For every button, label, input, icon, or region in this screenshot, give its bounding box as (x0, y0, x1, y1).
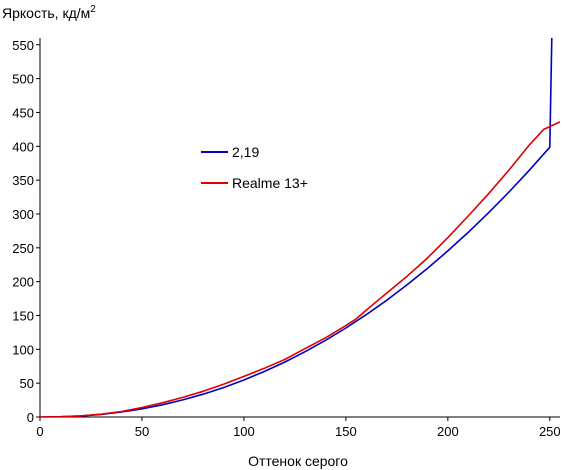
y-tick-label: 0 (27, 410, 34, 425)
y-tick-label: 50 (20, 376, 34, 391)
legend-label-2: Realme 13+ (232, 175, 308, 191)
y-tick-label: 100 (12, 342, 34, 357)
y-tick-label: 450 (12, 105, 34, 120)
x-tick-label: 100 (233, 424, 255, 439)
x-tick-label: 50 (135, 424, 149, 439)
x-tick-label: 250 (539, 424, 561, 439)
x-axis-title: Оттенок серого (248, 453, 348, 469)
y-tick-label: 300 (12, 207, 34, 222)
svg-text:Яркость, кд/м2: Яркость, кд/м2 (2, 4, 96, 21)
y-tick-label: 200 (12, 275, 34, 290)
y-tick-label: 350 (12, 173, 34, 188)
series-lines (40, 37, 560, 417)
y-tick-label: 400 (12, 139, 34, 154)
y-axis-title-superscript: 2 (90, 4, 96, 15)
y-tick-label: 550 (12, 38, 34, 53)
series-line-2 (40, 121, 560, 417)
x-tick-label: 0 (36, 424, 43, 439)
plot-frame (39, 38, 560, 418)
legend-label-1: 2,19 (232, 144, 259, 160)
series-line-1 (40, 37, 553, 417)
y-tick-label: 150 (12, 308, 34, 323)
y-axis-title-text: Яркость, кд/м (2, 5, 90, 21)
x-tick-label: 200 (437, 424, 459, 439)
y-tick-label: 250 (12, 241, 34, 256)
axis-ticks: 0 50 100 150 200 250 300 350 400 450 500 550 0 50 100 1… (12, 38, 560, 439)
legend: 2,19 Realme 13+ (201, 144, 308, 191)
y-tick-label: 500 (12, 72, 34, 87)
y-axis-title: Яркость, кд/м2 (2, 4, 96, 21)
x-tick-label: 150 (335, 424, 357, 439)
